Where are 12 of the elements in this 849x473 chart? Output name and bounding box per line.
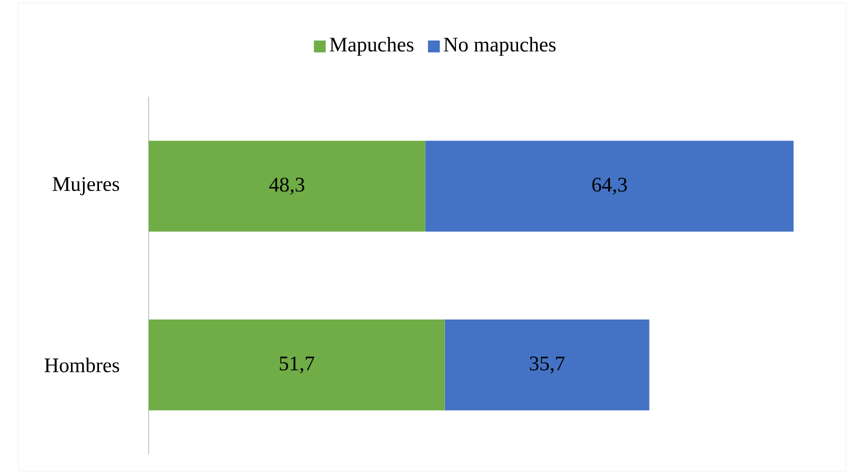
bar <box>444 319 650 410</box>
y-tick-label: Mujeres <box>52 177 120 196</box>
data-label: 48,3 <box>269 178 304 195</box>
legend-label: No mapuches <box>444 36 556 56</box>
bar <box>425 140 794 232</box>
data-label: 64,3 <box>592 178 627 195</box>
legend-label: Mapuches <box>330 36 414 56</box>
data-label: 51,7 <box>280 356 314 374</box>
bar <box>148 140 426 232</box>
y-tick-label: Hombres <box>44 358 120 372</box>
data-label: 35,7 <box>530 356 565 374</box>
bar <box>148 319 445 410</box>
